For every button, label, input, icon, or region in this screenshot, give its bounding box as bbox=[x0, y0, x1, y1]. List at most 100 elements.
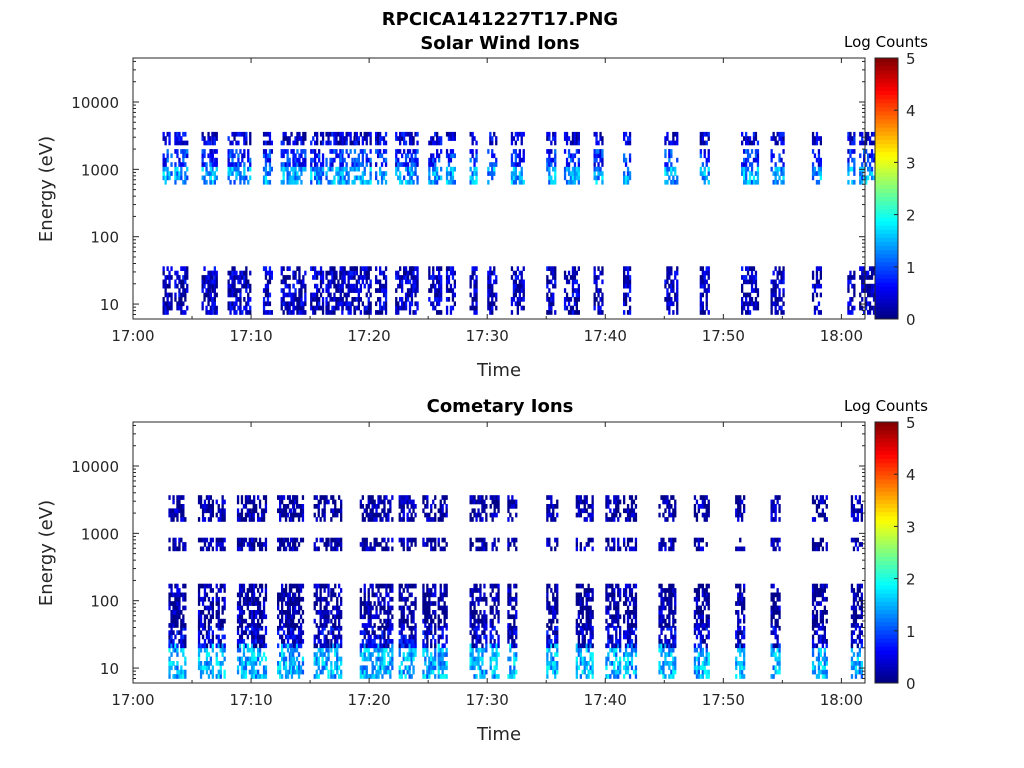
heatmap-cell bbox=[406, 292, 410, 298]
heatmap-cell bbox=[430, 656, 433, 662]
heatmap-cell bbox=[628, 266, 632, 271]
heatmap-cell bbox=[664, 279, 667, 285]
heatmap-cell bbox=[242, 504, 246, 509]
heatmap-cell bbox=[398, 618, 401, 624]
heatmap-cell bbox=[178, 669, 181, 675]
heatmap-cell bbox=[412, 504, 415, 509]
heatmap-cell bbox=[170, 652, 173, 657]
heatmap-cell bbox=[628, 136, 632, 141]
heatmap-cell bbox=[565, 140, 569, 146]
heatmap-cell bbox=[211, 674, 214, 679]
heatmap-cell bbox=[166, 275, 169, 280]
heatmap-cell bbox=[811, 270, 815, 276]
heatmap-cell bbox=[571, 266, 575, 271]
heatmap-cell bbox=[817, 179, 821, 185]
colorbar-segment bbox=[875, 282, 898, 287]
heatmap-cell bbox=[207, 596, 211, 602]
heatmap-cell bbox=[471, 153, 474, 159]
heatmap-cell bbox=[573, 162, 577, 167]
heatmap-cell bbox=[426, 537, 429, 543]
heatmap-cell bbox=[296, 162, 299, 167]
heatmap-cell bbox=[340, 508, 343, 514]
heatmap-cell bbox=[666, 166, 669, 172]
heatmap-cell bbox=[264, 656, 268, 662]
heatmap-cell bbox=[277, 601, 280, 606]
heatmap-cell bbox=[815, 157, 819, 163]
heatmap-cell bbox=[209, 270, 212, 276]
heatmap-cell bbox=[569, 140, 573, 146]
heatmap-cell bbox=[162, 175, 165, 181]
heatmap-cell bbox=[321, 166, 325, 172]
heatmap-cell bbox=[475, 140, 478, 146]
heatmap-cell bbox=[201, 665, 205, 671]
heatmap-cell bbox=[286, 674, 290, 679]
heatmap-cell bbox=[257, 610, 260, 615]
heatmap-cell bbox=[473, 310, 476, 315]
heatmap-cell bbox=[359, 601, 362, 606]
heatmap-cell bbox=[359, 588, 362, 593]
heatmap-cell bbox=[286, 542, 290, 547]
heatmap-cell bbox=[336, 614, 339, 620]
heatmap-cell bbox=[304, 270, 307, 276]
heatmap-cell bbox=[186, 283, 189, 289]
heatmap-cell bbox=[197, 647, 201, 653]
heatmap-cell bbox=[164, 301, 167, 307]
heatmap-cell bbox=[238, 623, 242, 628]
heatmap-cell bbox=[599, 297, 602, 302]
heatmap-cell bbox=[375, 162, 378, 167]
heatmap-cell bbox=[548, 179, 551, 185]
heatmap-cell bbox=[302, 136, 305, 141]
heatmap-cell bbox=[377, 596, 380, 602]
heatmap-cell bbox=[290, 179, 293, 185]
heatmap-cell bbox=[475, 305, 478, 311]
heatmap-cell bbox=[168, 665, 171, 671]
heatmap-cell bbox=[203, 136, 206, 141]
heatmap-cell bbox=[237, 288, 240, 293]
heatmap-cell bbox=[245, 131, 248, 137]
heatmap-cell bbox=[341, 266, 344, 271]
heatmap-cell bbox=[367, 499, 370, 505]
heatmap-cell bbox=[361, 656, 364, 662]
heatmap-cell bbox=[243, 140, 246, 146]
heatmap-cell bbox=[262, 508, 266, 514]
heatmap-cell bbox=[290, 596, 293, 602]
heatmap-cell bbox=[325, 605, 328, 611]
heatmap-cell bbox=[398, 504, 401, 509]
heatmap-cell bbox=[408, 643, 411, 649]
heatmap-cell bbox=[253, 614, 256, 620]
heatmap-cell bbox=[246, 512, 249, 518]
heatmap-cell bbox=[201, 283, 204, 289]
heatmap-cell bbox=[201, 546, 205, 552]
heatmap-cell bbox=[397, 301, 400, 307]
heatmap-cell bbox=[361, 652, 364, 657]
heatmap-cell bbox=[236, 537, 240, 543]
heatmap-cell bbox=[487, 292, 490, 298]
heatmap-cell bbox=[316, 305, 319, 311]
heatmap-cell bbox=[239, 275, 242, 280]
heatmap-cell bbox=[264, 542, 268, 547]
heatmap-cell bbox=[750, 288, 754, 293]
heatmap-cell bbox=[221, 583, 224, 589]
heatmap-cell bbox=[573, 301, 577, 307]
heatmap-cell bbox=[321, 623, 324, 628]
heatmap-cell bbox=[373, 614, 376, 620]
heatmap-cell bbox=[215, 279, 218, 285]
heatmap-cell bbox=[215, 136, 218, 141]
heatmap-cell bbox=[745, 136, 748, 141]
heatmap-cell bbox=[292, 614, 296, 620]
heatmap-cell bbox=[367, 596, 370, 602]
heatmap-cell bbox=[520, 275, 523, 280]
heatmap-cell bbox=[552, 266, 555, 271]
heatmap-cell bbox=[205, 583, 209, 589]
heatmap-cell bbox=[292, 625, 296, 631]
heatmap-cell bbox=[241, 283, 244, 289]
heatmap-cell bbox=[236, 618, 240, 624]
heatmap-cell bbox=[666, 292, 669, 298]
heatmap-cell bbox=[286, 618, 290, 624]
heatmap-cell bbox=[567, 279, 571, 285]
heatmap-cell bbox=[236, 647, 240, 653]
heatmap-cell bbox=[397, 310, 400, 315]
heatmap-cell bbox=[670, 297, 673, 302]
heatmap-cell bbox=[334, 508, 337, 514]
heatmap-cell bbox=[367, 643, 370, 649]
